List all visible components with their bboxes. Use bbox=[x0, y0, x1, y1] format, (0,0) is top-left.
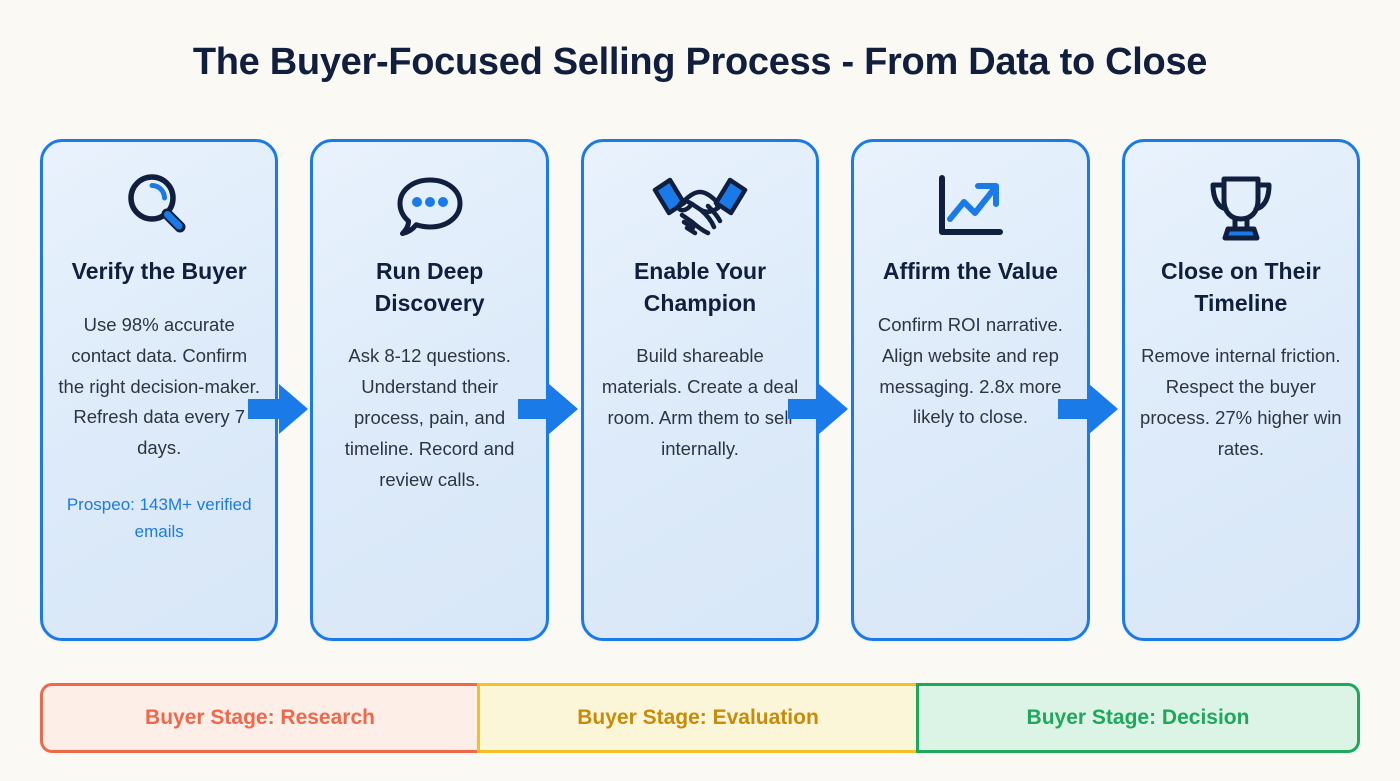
step-card-run-deep-discovery[interactable]: Run Deep Discovery Ask 8-12 questions. U… bbox=[310, 139, 549, 641]
step-title: Run Deep Discovery bbox=[374, 258, 485, 316]
trophy-icon bbox=[1199, 164, 1283, 250]
buyer-stage-bar-row: Buyer Stage: Research Buyer Stage: Evalu… bbox=[40, 683, 1360, 753]
speech-bubble-icon bbox=[388, 164, 472, 250]
step-card-verify-the-buyer[interactable]: Verify the Buyer Use 98% accurate contac… bbox=[40, 139, 279, 641]
process-steps-row: Verify the Buyer Use 98% accurate contac… bbox=[40, 139, 1361, 641]
step-title: Verify the Buyer bbox=[71, 258, 247, 284]
magnifier-icon bbox=[120, 164, 198, 250]
step-body: Ask 8-12 questions. Understand their pro… bbox=[344, 345, 515, 491]
step-card-close-on-their-timeline[interactable]: Close on Their Timeline Remove internal … bbox=[1121, 139, 1361, 641]
stage-bar-evaluation[interactable]: Buyer Stage: Evaluation bbox=[477, 683, 917, 753]
handshake-icon bbox=[648, 164, 752, 250]
stage-bar-decision[interactable]: Buyer Stage: Decision bbox=[916, 683, 1360, 753]
step-body: Use 98% accurate contact data. Confirm t… bbox=[58, 313, 260, 459]
step-title: Close on Their Timeline bbox=[1160, 258, 1321, 316]
step-card-affirm-the-value[interactable]: Affirm the Value Confirm ROI narrative. … bbox=[851, 139, 1090, 641]
step-body: Build shareable materials. Create a deal… bbox=[601, 345, 799, 460]
step-note: Prospeo: 143M+ verified emails bbox=[66, 495, 252, 541]
page-title: The Buyer-Focused Selling Process - From… bbox=[192, 41, 1208, 83]
step-title: Affirm the Value bbox=[882, 258, 1058, 284]
step-body: Confirm ROI narrative. Align website and… bbox=[877, 313, 1063, 428]
step-title: Enable Your Champion bbox=[633, 258, 767, 316]
growth-chart-icon bbox=[928, 164, 1012, 250]
step-card-enable-your-champion[interactable]: Enable Your Champion Build shareable mat… bbox=[580, 139, 820, 641]
step-body: Remove internal friction. Respect the bu… bbox=[1140, 345, 1342, 460]
stage-bar-research[interactable]: Buyer Stage: Research bbox=[40, 683, 478, 753]
